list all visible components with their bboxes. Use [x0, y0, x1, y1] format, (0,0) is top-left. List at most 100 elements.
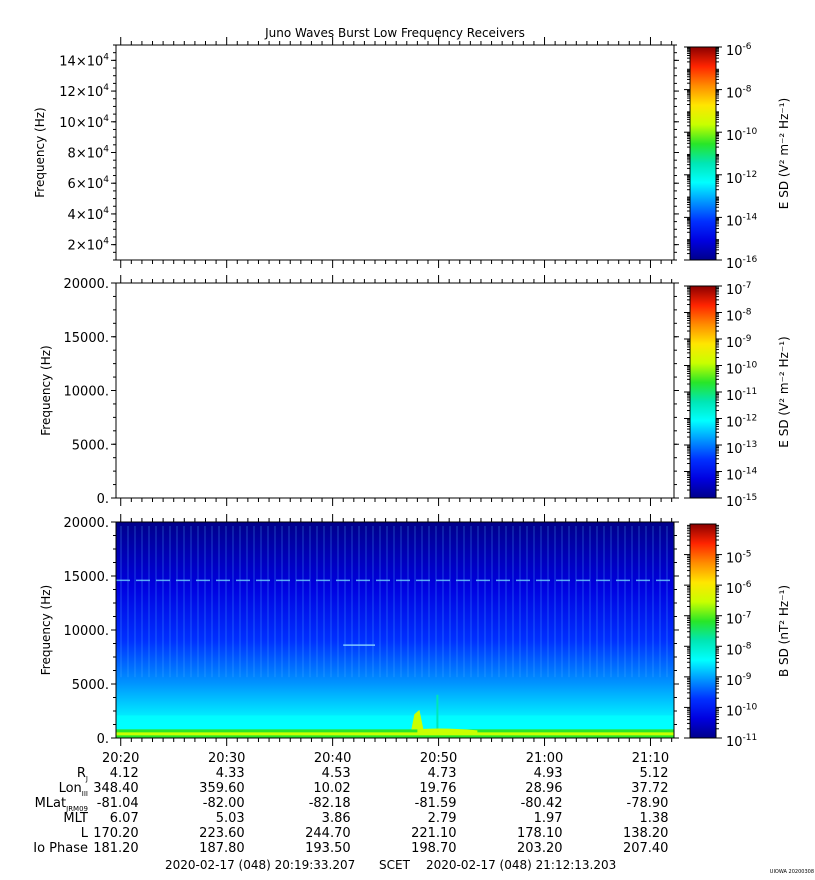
colorbar-tick-label: 10-13	[726, 440, 757, 457]
striation	[624, 526, 626, 678]
striation	[274, 526, 276, 678]
y-tick-label: 0.	[97, 492, 109, 507]
y-axis: 2×104 4×104 6×104 8×104 10×104 12×104 14×104	[59, 44, 679, 261]
striation	[204, 526, 206, 678]
colorbar-tick-label: 10-14	[726, 467, 758, 484]
ephemeris-value: 193.50	[305, 841, 351, 856]
striation	[428, 526, 430, 678]
ephemeris-value: -81.04	[97, 796, 139, 811]
striation	[148, 526, 150, 678]
ephemeris-value: 10.02	[313, 781, 350, 796]
ephemeris-value: -81.59	[415, 796, 457, 811]
striation	[568, 526, 570, 678]
panel-3: 0. 5000. 10000. 15000. 20000. Frequency (Hz) 1…	[39, 514, 791, 750]
emission-enhancement	[411, 709, 424, 730]
striation	[316, 526, 318, 678]
colorbar-tick-label: 10-10	[726, 702, 758, 719]
processing-stamp: UIOWA 20200308	[770, 869, 814, 875]
striation	[610, 526, 612, 678]
plot-frame	[115, 282, 675, 499]
striation	[659, 526, 661, 678]
striation	[596, 526, 598, 678]
striation	[526, 526, 528, 678]
striation	[435, 526, 437, 678]
y-tick-label: 14×104	[59, 52, 109, 69]
striation	[407, 526, 409, 678]
ephemeris-value: 187.80	[199, 841, 245, 856]
striation	[442, 526, 444, 678]
colorbar-tick-label: 10-12	[726, 170, 757, 187]
x-axis-labels: 20:20 20:30 20:40 20:50 21:00 21:10	[102, 751, 669, 766]
colorbar-label: E SD (V² m⁻² Hz⁻¹)	[777, 336, 791, 447]
ephemeris-row-label: LonIII	[59, 781, 88, 798]
striation	[169, 526, 171, 678]
striation	[155, 526, 157, 678]
emission-tail	[417, 728, 478, 734]
ephemeris-value: 170.20	[93, 826, 139, 841]
ephemeris-value: 37.72	[631, 781, 668, 796]
ephemeris-value: 198.70	[411, 841, 457, 856]
low-frequency-band-glow	[116, 715, 674, 730]
ephemeris-value: 4.53	[322, 766, 351, 781]
striation	[197, 526, 199, 678]
colorbar-fill	[689, 523, 717, 739]
colorbar-tick-label: 10-7	[726, 611, 752, 628]
colorbar-label: E SD (V² m⁻² Hz⁻¹)	[777, 98, 791, 209]
ephemeris-value: 244.70	[305, 826, 351, 841]
ephemeris-value: 5.12	[640, 766, 669, 781]
striation	[288, 526, 290, 678]
striation	[253, 526, 255, 678]
colorbar: 10-6 10-8 10-10 10-12 10-14 10-16 E SD (V² m⁻²…	[684, 42, 791, 272]
colorbar-tick-label: 10-14	[726, 212, 758, 229]
ephemeris-value: 178.10	[517, 826, 563, 841]
striation	[162, 526, 164, 678]
striation	[603, 526, 605, 678]
x-tick-label: 20:30	[208, 751, 245, 766]
striation	[134, 526, 136, 678]
y-axis-label: Frequency (Hz)	[33, 107, 47, 198]
striation	[267, 526, 269, 678]
y-tick-label: 5000.	[72, 438, 109, 453]
colorbar-tick-label: 10-10	[726, 361, 758, 378]
x-ticks	[120, 275, 673, 506]
ephemeris-row-label: Io Phase	[33, 841, 88, 856]
y-axis-label: Frequency (Hz)	[39, 345, 53, 436]
striation	[393, 526, 395, 678]
striation	[120, 526, 122, 678]
colorbar-label: B SD (nT² Hz⁻¹)	[777, 585, 791, 677]
colorbar-tick-label: 10-9	[726, 334, 752, 351]
spectrogram-heatmap	[116, 522, 675, 738]
y-tick-label: 20000.	[64, 277, 110, 292]
striation	[309, 526, 311, 678]
panels: 2×104 4×104 6×104 8×104 10×104 12×104 14×104 Fr…	[33, 37, 791, 750]
ephemeris-row-label: MLT	[63, 811, 88, 826]
striation	[246, 526, 248, 678]
ephemeris-value: 207.40	[623, 841, 669, 856]
y-axis-label: Frequency (Hz)	[39, 585, 53, 676]
y-tick-label: 10000.	[64, 385, 110, 400]
striation	[456, 526, 458, 678]
colorbar-tick-label: 10-6	[726, 580, 752, 597]
ephemeris-value: 221.10	[411, 826, 457, 841]
ephemeris-row-label: L	[81, 826, 89, 841]
ephemeris-value: 19.76	[419, 781, 456, 796]
x-tick-label: 21:00	[526, 751, 563, 766]
ephemeris-value: 3.86	[322, 811, 351, 826]
y-tick-label: 15000.	[64, 331, 110, 346]
x-tick-label: 20:50	[420, 751, 457, 766]
colorbar-tick-label: 10-8	[726, 85, 752, 102]
striation	[260, 526, 262, 678]
ephemeris-value: 4.33	[216, 766, 245, 781]
striation	[351, 526, 353, 678]
ephemeris-value: 203.20	[517, 841, 563, 856]
y-tick-label: 8×104	[68, 145, 110, 162]
spectrogram-background	[116, 522, 674, 738]
striation	[400, 526, 402, 678]
ephemeris-value: -82.18	[309, 796, 351, 811]
striation	[540, 526, 542, 678]
x-tick-label: 20:40	[314, 751, 351, 766]
time-range-start: 2020-02-17 (048) 20:19:33.207	[165, 858, 355, 872]
striation	[225, 526, 227, 678]
ephemeris-value: 1.97	[534, 811, 563, 826]
y-tick-label: 6×104	[68, 175, 110, 192]
